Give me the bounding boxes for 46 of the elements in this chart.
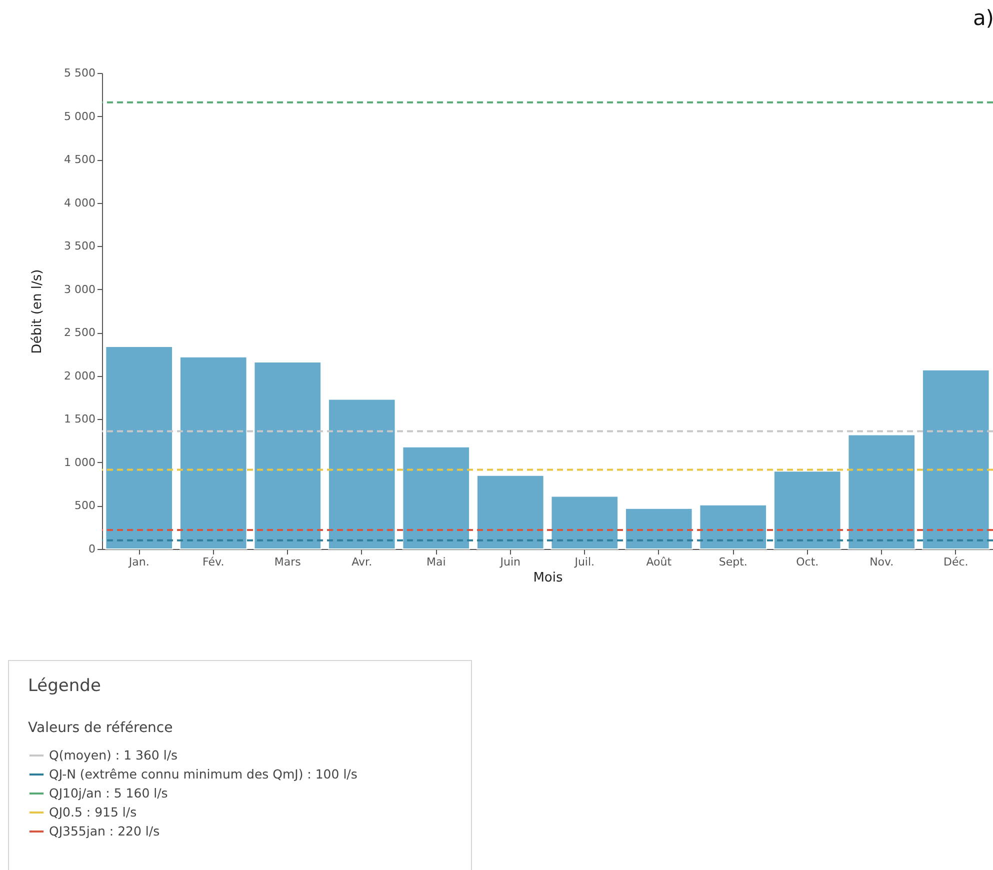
legend-label: QJ10j/an : 5 160 l/s [49, 786, 168, 800]
x-tick-label: Août [646, 556, 672, 568]
y-tick-label: 3 500 [64, 240, 96, 253]
text: Légende [28, 676, 101, 696]
x-tick-label: Fév. [202, 556, 224, 568]
x-tick-label: Jan. [128, 556, 150, 568]
x-tick-label: Sept. [718, 556, 748, 568]
legend-label: QJ0.5 : 915 l/s [49, 804, 137, 820]
x-axis-title: Mois [533, 570, 563, 586]
bar [476, 474, 544, 550]
y-tick-label: 4 500 [64, 153, 96, 166]
legend-label: QJ355jan : 220 l/s [49, 824, 160, 838]
legend-label: QJ-N (extrême connu minimum des QmJ) : 100 l/s [49, 766, 358, 782]
x-tick-label: Nov. [870, 556, 894, 568]
y-axis-title: Débit (en l/s) [30, 269, 46, 354]
y-tick-label: 4 000 [64, 196, 96, 210]
x-tick-label: Juin [499, 556, 521, 568]
y-tick-label: 5 000 [64, 110, 96, 123]
x-tick-label: Mars [274, 556, 302, 568]
y-tick-label: 1 500 [64, 412, 96, 426]
y-tick-label: 2 500 [64, 326, 96, 340]
legend-label: Q(moyen) : 1 360 l/s [49, 748, 178, 762]
bar [922, 369, 990, 550]
x-tick-label: Avr. [352, 556, 372, 568]
bar [105, 346, 174, 550]
bar [254, 362, 322, 550]
y-tick-label: 1 000 [64, 456, 96, 469]
x-tick-label: Oct. [796, 556, 819, 568]
y-tick-label: 0 [88, 542, 96, 556]
bar [773, 470, 842, 550]
y-tick-label: 5 500 [64, 66, 96, 80]
bar [699, 504, 768, 550]
y-tick-label: 3 000 [64, 282, 96, 296]
bar [328, 398, 396, 550]
bar [550, 496, 619, 550]
bar [179, 356, 248, 550]
legend-title: Valeurs de référence [28, 720, 173, 736]
x-tick-label: Mai [426, 556, 446, 568]
bar [848, 434, 916, 550]
bar [402, 446, 470, 550]
bar [624, 508, 693, 550]
y-tick-label: 500 [74, 499, 96, 512]
y-tick-label: 2 000 [64, 369, 96, 382]
x-tick-label: Déc. [943, 556, 968, 568]
x-tick-label: Juil. [574, 556, 595, 568]
chart-title: a) [972, 6, 993, 30]
